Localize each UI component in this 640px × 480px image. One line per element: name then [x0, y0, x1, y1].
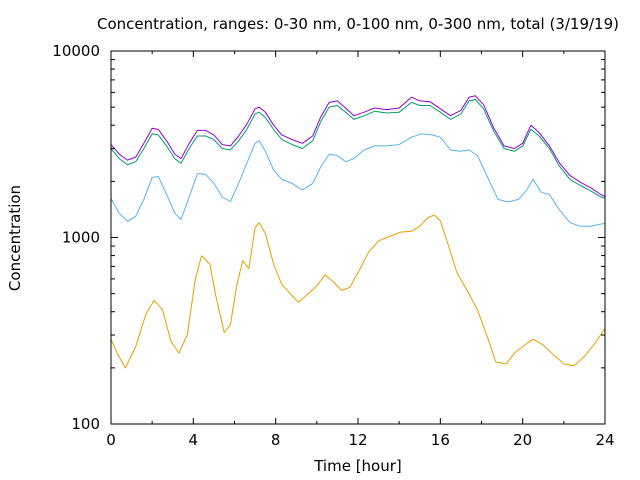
- series-line-1: [110, 214, 606, 369]
- series-layer: [110, 95, 606, 369]
- series-line-3: [110, 98, 606, 199]
- chart-title: Concentration, ranges: 0-30 nm, 0-100 nm…: [97, 15, 619, 33]
- y-tick-label: 1000: [62, 229, 100, 247]
- axis-ticks: 0 4 8 12 16 20 24 100 1000 10000: [52, 42, 614, 449]
- x-tick-label: 24: [595, 431, 614, 449]
- series-line-4: [110, 95, 606, 197]
- x-tick-label: 12: [348, 431, 367, 449]
- x-tick-label: 0: [106, 431, 116, 449]
- y-axis-label: Concentration: [6, 185, 24, 291]
- x-tick-label: 8: [271, 431, 281, 449]
- x-axis-label: Time [hour]: [313, 457, 402, 475]
- x-tick-label: 20: [513, 431, 532, 449]
- x-tick-label: 16: [431, 431, 450, 449]
- x-tick-label: 4: [189, 431, 199, 449]
- y-tick-label: 100: [71, 415, 100, 433]
- plot-frame: [110, 50, 606, 425]
- series-line-2: [110, 133, 606, 227]
- y-tick-label: 10000: [52, 42, 100, 60]
